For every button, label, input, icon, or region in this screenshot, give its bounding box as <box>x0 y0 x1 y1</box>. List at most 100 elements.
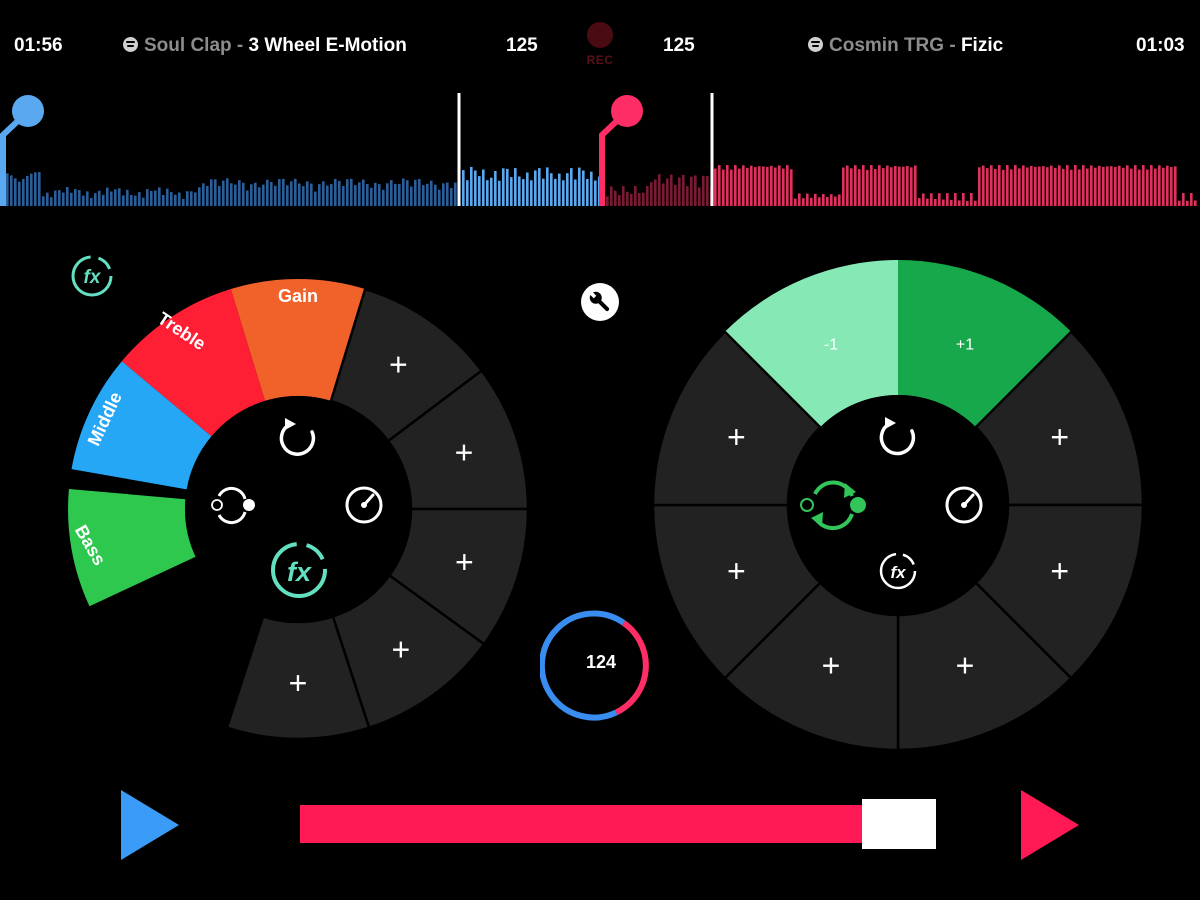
waveform-bar <box>322 181 325 206</box>
left-playhead-handle[interactable] <box>0 95 44 206</box>
waveform-bar <box>502 168 505 206</box>
waveform-bar <box>534 170 537 206</box>
loop-icon[interactable] <box>879 417 916 456</box>
waveform-bar <box>122 195 125 206</box>
waveform-bar <box>898 166 901 206</box>
right-playhead-handle[interactable] <box>599 95 643 206</box>
crossfader-thumb[interactable] <box>862 799 936 849</box>
waveform-bar <box>422 185 425 206</box>
eq-treble-segment[interactable]: Treble <box>121 289 265 437</box>
waveform-bar <box>902 166 905 206</box>
waveform-bar <box>86 191 89 206</box>
waveform-bar <box>586 179 589 206</box>
sync-icon[interactable] <box>800 480 866 531</box>
svg-text:fx: fx <box>84 267 102 288</box>
pitch-up-segment[interactable]: +1 <box>898 260 1072 428</box>
waveform-bar <box>170 192 173 206</box>
waveform-bar <box>366 184 369 206</box>
fx-toggle[interactable]: fx <box>68 252 116 300</box>
waveform-bar <box>1138 169 1141 206</box>
waveform-bar <box>234 184 237 206</box>
waveform-bar <box>546 167 549 206</box>
add-slot-label: + <box>389 347 408 383</box>
waveform-bar <box>454 182 457 206</box>
eq-gain-segment[interactable]: Gain <box>230 278 366 401</box>
waveform-bar <box>1134 165 1137 206</box>
waveform-bar <box>1146 169 1149 206</box>
fx-icon[interactable]: fx <box>879 552 917 590</box>
waveform-bar <box>574 179 577 206</box>
waveform-bar <box>450 188 453 206</box>
waveform-bar <box>522 179 525 206</box>
pitch-down-segment[interactable]: -1 <box>724 260 898 428</box>
waveform-bar <box>830 194 833 206</box>
record-button[interactable] <box>587 22 613 48</box>
waveform-bar <box>838 194 841 206</box>
waveform-bar <box>1118 165 1121 206</box>
waveform-bar <box>878 165 881 206</box>
add-slot-label: + <box>956 648 975 684</box>
left-play-button[interactable] <box>118 788 182 862</box>
waveform-bar <box>1178 200 1181 206</box>
waveform-bar <box>914 165 917 206</box>
waveform-bar <box>66 187 69 206</box>
waveform-bar <box>258 187 261 206</box>
waveform-bar <box>558 173 561 206</box>
waveform-bar <box>394 184 397 206</box>
waveform-bar <box>218 185 221 206</box>
waveform-bar <box>1090 165 1093 206</box>
waveform-bar <box>946 193 949 206</box>
loop-icon[interactable] <box>279 418 316 456</box>
master-tempo-ring[interactable] <box>540 605 660 725</box>
waveform-bar <box>802 198 805 206</box>
pitch-label: -1 <box>824 336 838 353</box>
waveform-bar <box>382 189 385 206</box>
add-slot-label: + <box>727 419 746 455</box>
waveform-bar <box>114 189 117 206</box>
waveform-bar <box>858 169 861 206</box>
add-slot-label: + <box>392 632 411 668</box>
left-track-artist: Soul Clap <box>144 35 232 56</box>
waveform-bar <box>14 178 17 206</box>
waveform-bar <box>1142 165 1145 206</box>
waveform-bar <box>106 187 109 206</box>
eq-bass-segment[interactable]: Bass <box>68 489 196 607</box>
waveform-bar <box>766 166 769 206</box>
waveform-bar <box>814 193 817 206</box>
waveform-bar <box>834 196 837 206</box>
waveform-bar <box>398 183 401 206</box>
right-play-button[interactable] <box>1018 788 1082 862</box>
waveform-bar <box>482 169 485 206</box>
waveform-bar <box>670 174 673 206</box>
fx-icon[interactable]: fx <box>271 542 327 598</box>
waveform-bar <box>70 192 73 206</box>
eq-middle-segment[interactable]: Middle <box>71 361 212 490</box>
gauge-icon[interactable] <box>345 486 383 524</box>
waveform-bar <box>630 193 633 206</box>
gauge-icon[interactable] <box>945 486 983 524</box>
crossfader-track[interactable] <box>300 805 900 843</box>
waveform-bar <box>306 181 309 206</box>
waveform-overview[interactable] <box>0 85 1200 210</box>
sync-icon[interactable] <box>211 486 255 525</box>
waveform-bar <box>650 182 653 206</box>
pitch-label: +1 <box>956 336 974 353</box>
settings-button[interactable] <box>581 283 619 321</box>
left-wheel-center <box>185 396 411 622</box>
waveform-bar <box>894 166 897 206</box>
waveform-bar <box>614 190 617 206</box>
right-track-info: Cosmin TRG - Fizic <box>808 34 1003 58</box>
empty-slot[interactable]: + <box>225 614 371 741</box>
waveform-bar <box>250 184 253 206</box>
waveform-bar <box>254 182 257 206</box>
waveform-bar <box>1158 165 1161 206</box>
waveform-bar <box>922 193 925 206</box>
waveform-bar <box>798 193 801 206</box>
waveform-bar <box>478 176 481 206</box>
waveform-bar <box>330 184 333 206</box>
waveform-bar <box>750 165 753 206</box>
waveform-bar <box>370 187 373 206</box>
waveform-bar <box>954 193 957 206</box>
waveform-bar <box>350 178 353 206</box>
waveform-bar <box>1130 168 1133 206</box>
